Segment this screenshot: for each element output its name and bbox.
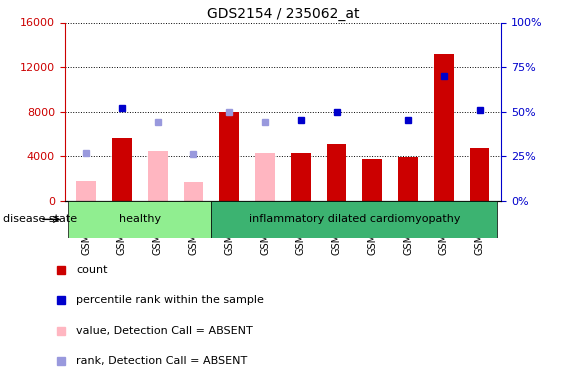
Text: rank, Detection Call = ABSENT: rank, Detection Call = ABSENT [77, 356, 248, 366]
Bar [220, 112, 239, 201]
Bar [77, 181, 96, 201]
Bar [211, 201, 498, 238]
Bar [470, 148, 489, 201]
Bar [68, 201, 211, 238]
Bar [184, 182, 203, 201]
Bar [398, 157, 418, 201]
Text: count: count [77, 265, 108, 275]
Text: percentile rank within the sample: percentile rank within the sample [77, 296, 265, 306]
Bar [148, 150, 168, 201]
Bar [255, 153, 275, 201]
Text: disease state: disease state [3, 214, 77, 224]
Text: inflammatory dilated cardiomyopathy: inflammatory dilated cardiomyopathy [249, 214, 460, 224]
Text: value, Detection Call = ABSENT: value, Detection Call = ABSENT [77, 326, 253, 336]
Bar [434, 54, 454, 201]
Bar [291, 153, 311, 201]
Bar [363, 159, 382, 201]
Bar [327, 144, 346, 201]
Bar [112, 138, 132, 201]
Text: healthy: healthy [119, 214, 161, 224]
Title: GDS2154 / 235062_at: GDS2154 / 235062_at [207, 8, 359, 21]
